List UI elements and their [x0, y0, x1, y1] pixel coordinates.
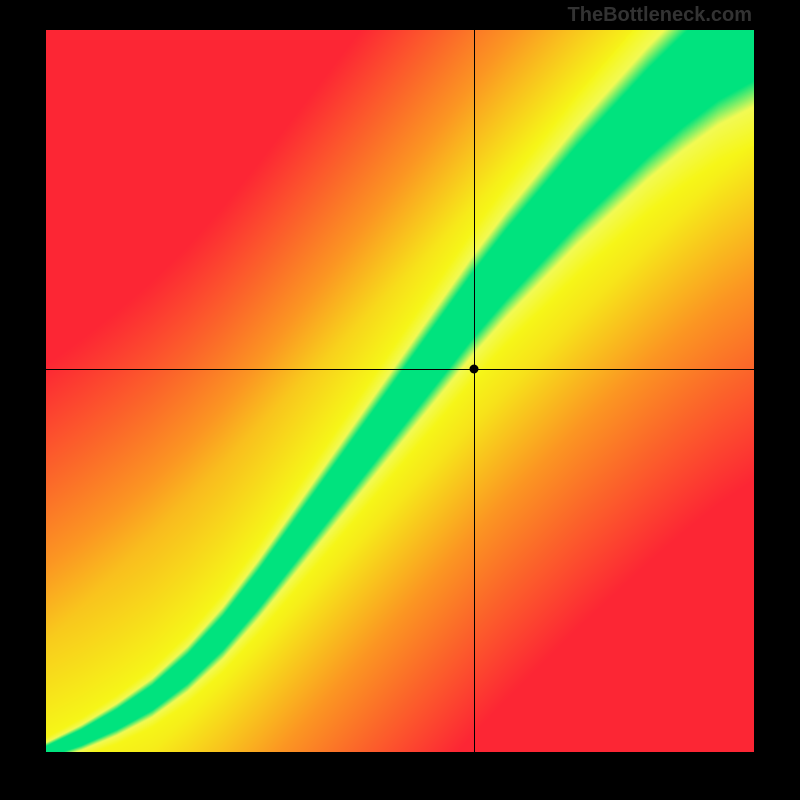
crosshair-vertical	[474, 30, 475, 752]
watermark-text: TheBottleneck.com	[568, 4, 752, 27]
heatmap-canvas	[46, 30, 754, 752]
crosshair-marker	[470, 365, 479, 374]
plot-area	[46, 30, 754, 752]
crosshair-horizontal	[46, 369, 754, 370]
